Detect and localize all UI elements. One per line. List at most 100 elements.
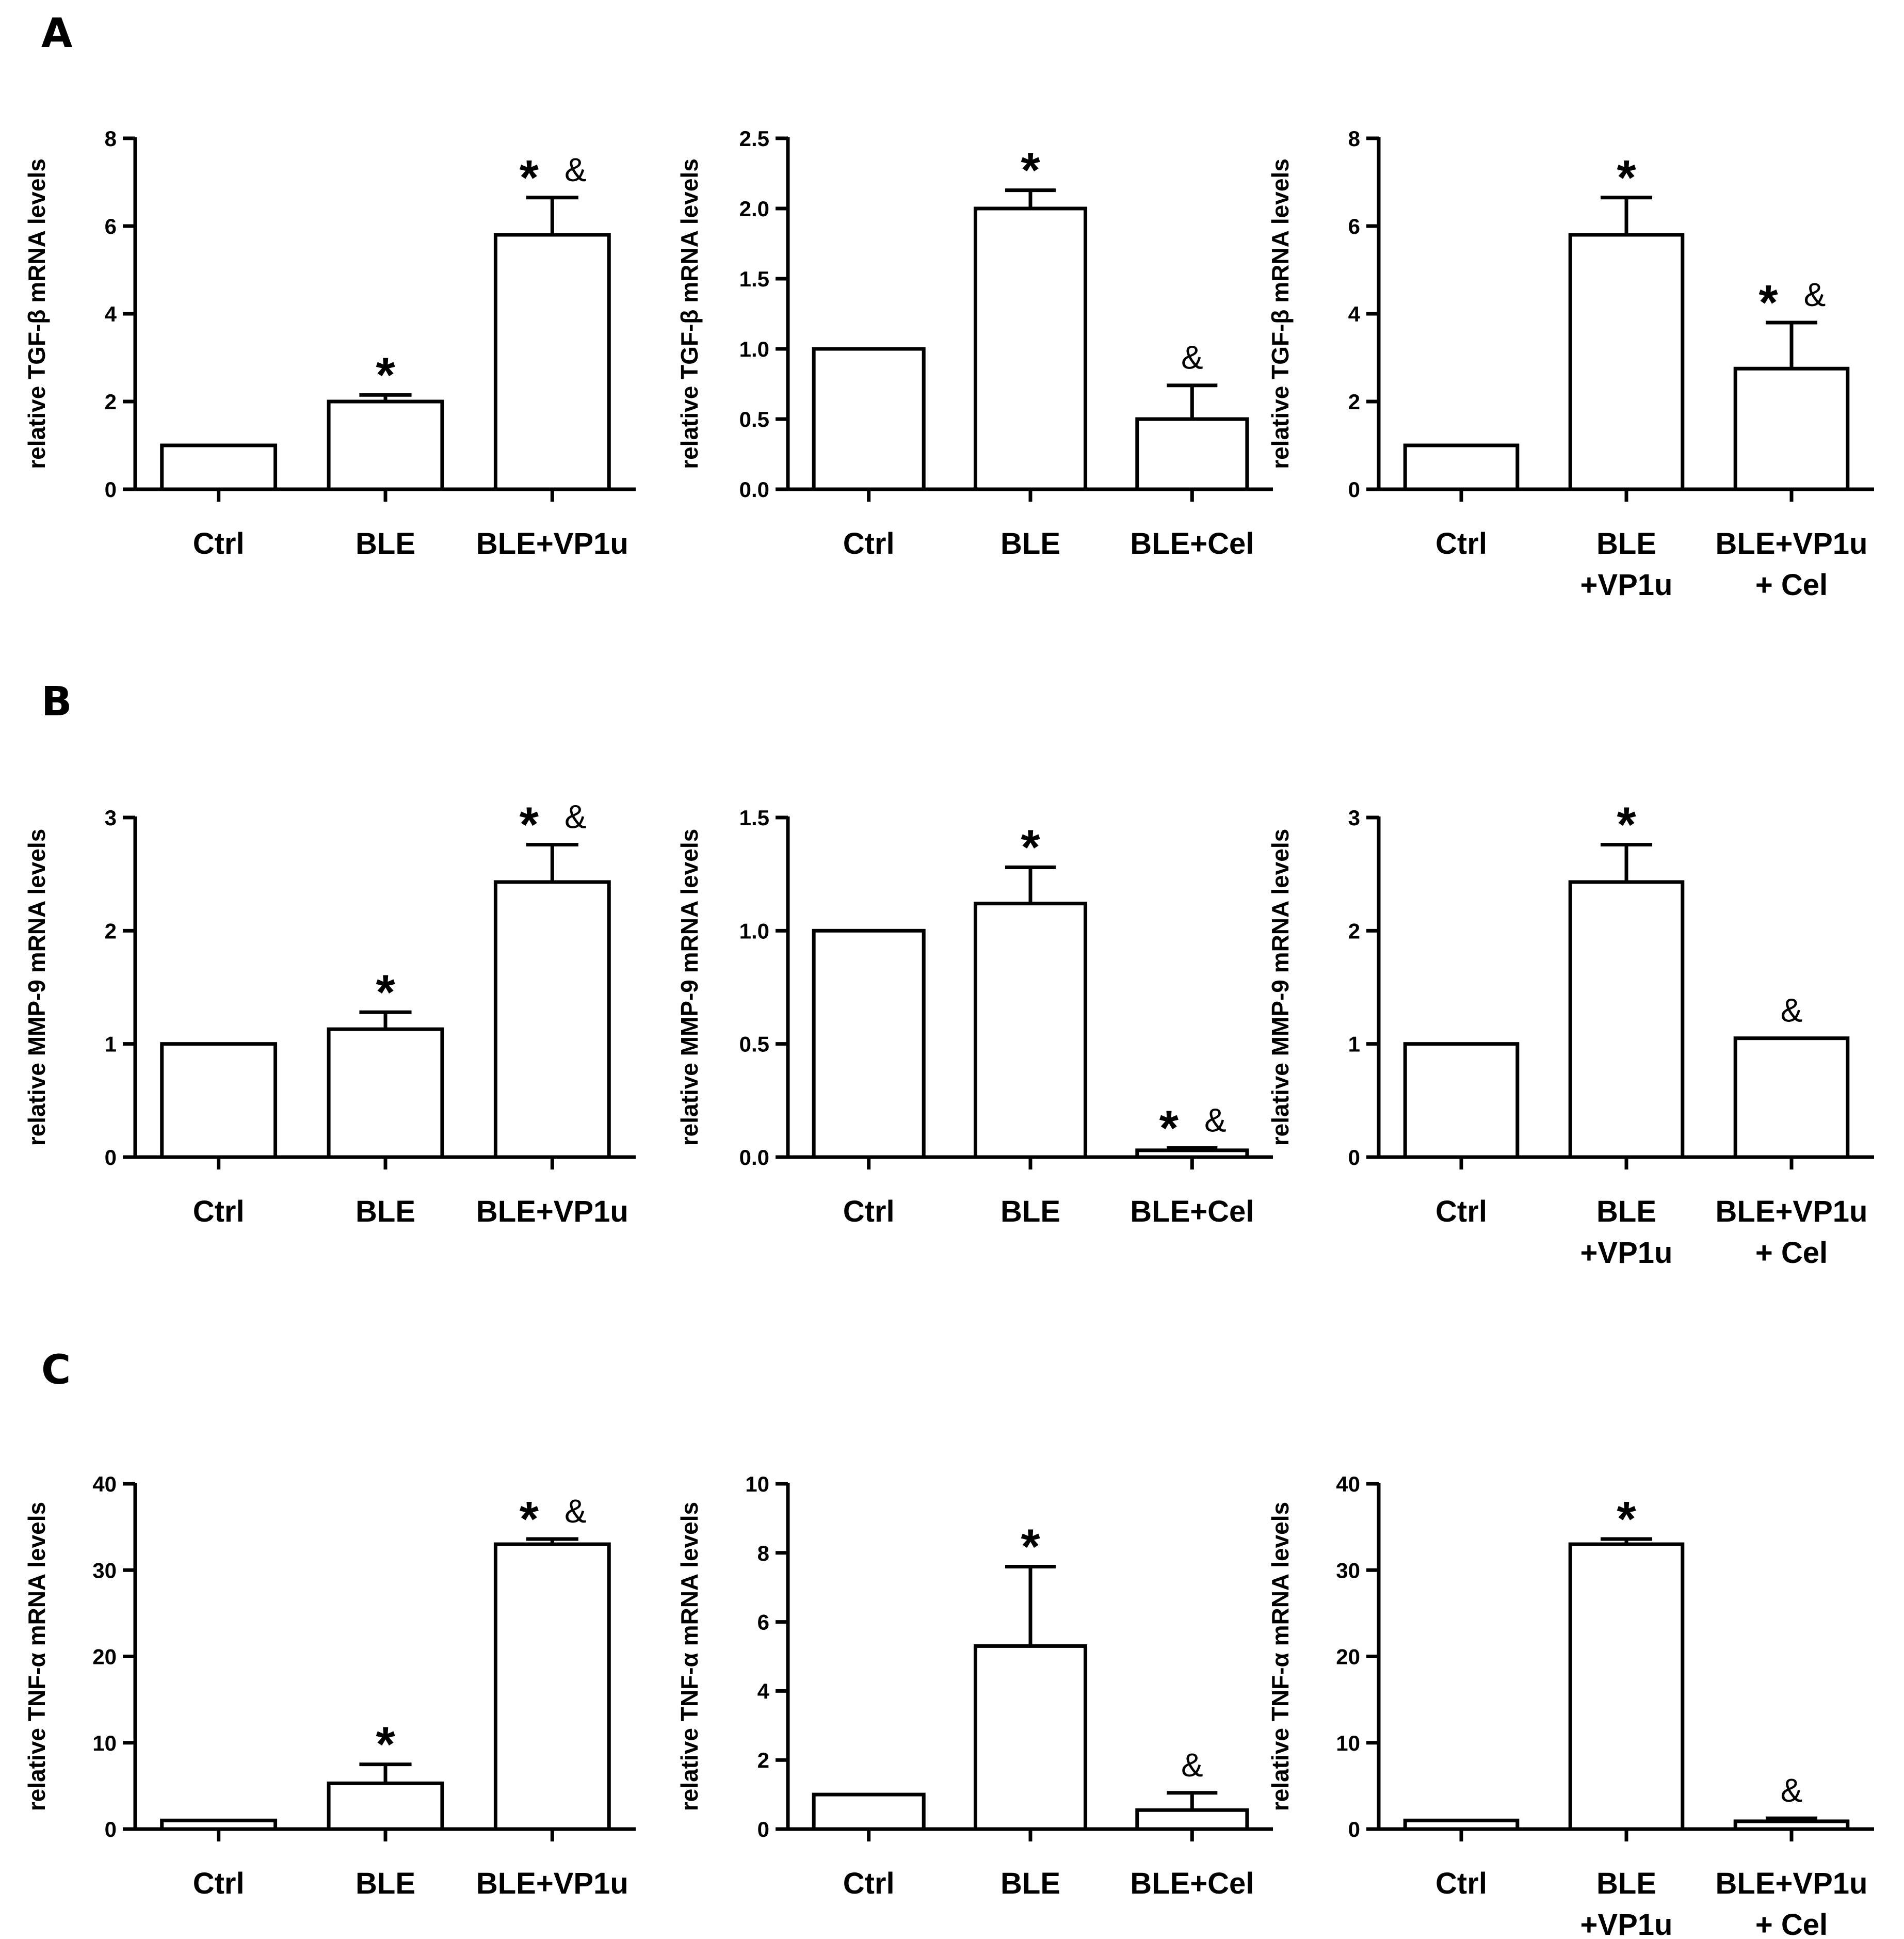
panel-c-right-x-category-label: + Cel (1755, 1908, 1828, 1939)
panel-a-middle-y-axis-label: relative TGF-β mRNA levels (676, 158, 703, 469)
panel-c-right-x-category-label: BLE+VP1u (1716, 1867, 1868, 1900)
panel-a-middle-y-tick-label: 1.5 (739, 267, 769, 291)
panel-b-left-bar (493, 880, 611, 1159)
panel-a-left-y-tick-label: 4 (105, 302, 117, 326)
panel-c-left-y-tick-label: 40 (92, 1472, 117, 1496)
panel-b-middle-significance-star: * (1021, 820, 1040, 875)
panel-b-left-bar (160, 1042, 278, 1159)
panel-c-middle-x-category-label: BLE (1001, 1867, 1060, 1900)
panel-a-left-y-axis-label: relative TGF-β mRNA levels (23, 158, 50, 469)
panel-c-right-y-tick-label: 10 (1336, 1731, 1360, 1755)
panel-c-middle-significance-ampersand: & (1181, 1746, 1203, 1784)
panel-b-middle-chart: 0.0 0.5 1.0 1.5 relative MMP-9 mRNA levels Ct… (676, 806, 1273, 1228)
panel-b-right-y-tick-label: 0 (1348, 1145, 1360, 1169)
panel-a-middle-significance-ampersand: & (1181, 339, 1203, 376)
panel-c-middle-bar (973, 1644, 1088, 1831)
panel-b-right-x-category-label: Ctrl (1435, 1195, 1487, 1228)
panel-a-right-x-category-label: +VP1u (1580, 568, 1673, 602)
panel-b-middle-y-tick-label: 1.5 (739, 806, 769, 830)
panel-a-middle-bar (812, 347, 926, 491)
panel-b-left-x-category-label: BLE (356, 1195, 415, 1228)
panel-b-left-bar (327, 1027, 444, 1159)
panel-b-left-x-category-label: Ctrl (193, 1195, 245, 1228)
panel-c-left-bar (160, 1818, 278, 1831)
panel-c-left-y-tick-label: 20 (92, 1645, 117, 1669)
panel-c-middle-chart: 0 2 4 6 8 10 relative TNF-α mRNA levels Ctrl * BL… (676, 1472, 1273, 1900)
panel-c-right-y-tick-label: 0 (1348, 1817, 1360, 1841)
panel-a-middle-x-category-label: BLE+Cel (1130, 527, 1254, 560)
panel-c-middle-bar (812, 1792, 926, 1831)
panel-a-middle-bar (1135, 417, 1249, 491)
panel-a-middle-x-category-label: Ctrl (843, 527, 895, 560)
panel-a-left-bar (493, 233, 611, 491)
panel-b-right-bar (1403, 1042, 1520, 1159)
panel-c-right-y-axis-label: relative TNF-α mRNA levels (1267, 1502, 1294, 1811)
panel-a-right-x-category-label: + Cel (1755, 568, 1828, 602)
panel-a-left-significance-star: * (376, 347, 395, 403)
panel-b-middle-x-category-label: Ctrl (843, 1195, 895, 1228)
panel-a-left-bar (160, 443, 278, 491)
panel-a-right-y-tick-label: 8 (1348, 126, 1360, 151)
panel-b-middle-significance-ampersand: & (1204, 1101, 1227, 1139)
panel-b-left-significance-ampersand: & (564, 798, 587, 836)
panel-b-middle-y-tick-label: 0.5 (739, 1032, 769, 1056)
panel-a-left-y-tick-label: 2 (105, 390, 117, 414)
panel-b-left-x-category-label: BLE+VP1u (476, 1195, 628, 1228)
panel-a-left-chart: 0 2 4 6 8 relative TGF-β mRNA levels Ctrl * BLE *… (23, 126, 636, 560)
panel-b-left-y-tick-label: 3 (105, 806, 117, 830)
panel-c-right-bar (1733, 1819, 1850, 1831)
panel-b-middle-x-category-label: BLE+Cel (1130, 1195, 1254, 1228)
panel-b-left-y-tick-label: 1 (105, 1032, 117, 1056)
panel-b-right-bar (1733, 1036, 1850, 1159)
panel-b-middle-y-tick-label: 1.0 (739, 919, 769, 943)
panel-a-middle-y-tick-label: 2.5 (739, 126, 769, 151)
panel-c-left-x-category-label: Ctrl (193, 1867, 245, 1900)
panel-b-left-y-tick-label: 2 (105, 919, 117, 943)
panel-c-middle-y-tick-label: 0 (757, 1817, 769, 1841)
panel-a-middle-y-tick-label: 2.0 (739, 197, 769, 221)
panel-a-right-y-tick-label: 4 (1348, 302, 1361, 326)
panel-a-middle-bar (973, 206, 1088, 491)
panel-c-right-x-category-label: Ctrl (1435, 1867, 1487, 1900)
panel-c-right-bar (1403, 1818, 1520, 1831)
panel-c-left-x-category-label: BLE (356, 1867, 415, 1900)
panel-c-left-y-tick-label: 0 (105, 1817, 117, 1841)
panel-b-right-y-tick-label: 3 (1348, 806, 1360, 830)
panel-a-right-y-axis-label: relative TGF-β mRNA levels (1267, 158, 1294, 469)
panel-a-middle-y-tick-label: 0.5 (739, 407, 769, 431)
panel-b-left-y-axis-label: relative MMP-9 mRNA levels (23, 829, 50, 1146)
panel-b-middle-significance-star: * (1159, 1100, 1179, 1156)
panel-a-left-x-category-label: Ctrl (193, 527, 245, 560)
panel-b-middle-bar (812, 928, 926, 1159)
panel-a-left-x-category-label: BLE (356, 527, 415, 560)
panel-c-left-x-category-label: BLE+VP1u (476, 1867, 628, 1900)
panel-a-right-bar (1568, 233, 1685, 491)
panel-c-middle-x-category-label: Ctrl (843, 1867, 895, 1900)
panel-b-right-x-category-label: BLE+VP1u (1716, 1195, 1868, 1228)
panel-b-left-significance-star: * (520, 797, 539, 853)
panel-b-right-x-category-label: BLE (1596, 1195, 1656, 1228)
panel-c-left-chart: 0 10 20 30 40 relative TNF-α mRNA levels Ctrl *… (23, 1472, 636, 1900)
panel-c-right-y-tick-label: 30 (1336, 1558, 1360, 1582)
panel-a-left-significance-ampersand: & (564, 151, 587, 188)
panel-a-middle-y-tick-label: 0.0 (739, 477, 769, 502)
panel-a-left-significance-star: * (520, 150, 539, 205)
panel-a-right-significance-star: * (1617, 150, 1636, 205)
panel-a-right-significance-ampersand: & (1804, 276, 1826, 313)
panel-a-right-x-category-label: BLE+VP1u (1716, 527, 1868, 560)
panel-a-right-x-category-label: Ctrl (1435, 527, 1487, 560)
panel-c-left-y-tick-label: 30 (92, 1558, 117, 1582)
panel-b-right-bar (1568, 880, 1685, 1159)
panel-b-middle-y-axis-label: relative MMP-9 mRNA levels (676, 829, 703, 1146)
panel-c-left-significance-ampersand: & (564, 1493, 587, 1530)
panel-c-left-bar (327, 1781, 444, 1831)
panel-c-right-bar (1568, 1542, 1685, 1831)
panel-a-middle-chart: 0.0 0.5 1.0 1.5 2.0 2.5 relative TGF-β mRNA le… (676, 126, 1273, 560)
panel-c-right-significance-ampersand: & (1781, 1772, 1803, 1809)
panel-a-right-y-tick-label: 0 (1348, 477, 1360, 502)
panel-a-right-y-tick-label: 6 (1348, 214, 1360, 238)
